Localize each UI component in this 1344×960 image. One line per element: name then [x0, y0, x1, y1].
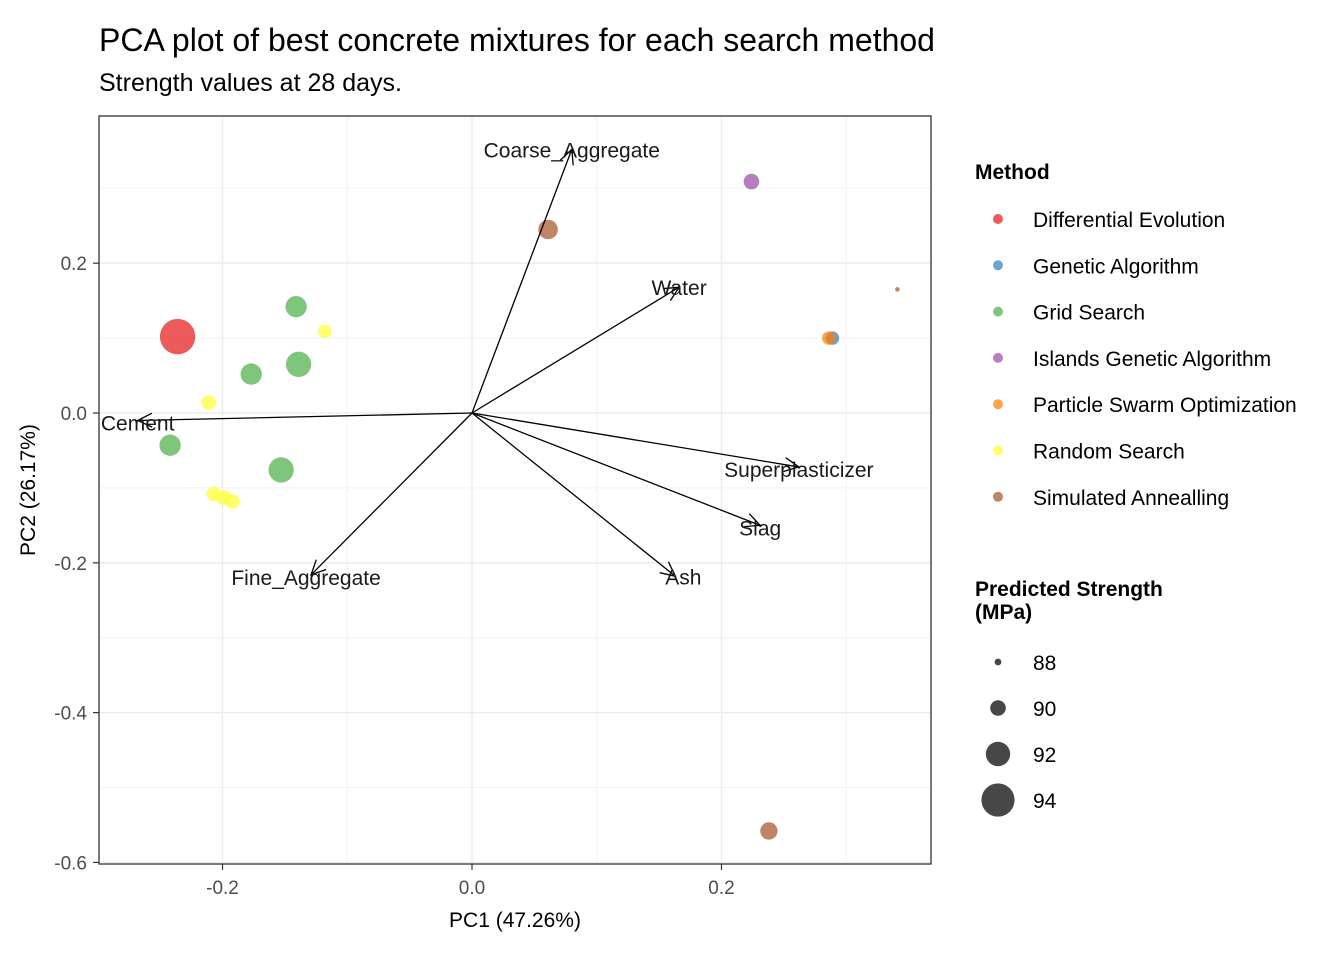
arrow-head	[659, 561, 677, 578]
legend-swatch	[993, 399, 1003, 410]
y-tick-label: 0.2	[61, 254, 87, 275]
arrow-head	[663, 286, 681, 301]
y-tick-label: -0.4	[54, 704, 87, 725]
legend-label: Genetic Algorithm	[1033, 255, 1199, 278]
x-axis-ticks: -0.2 0.0 0.2	[206, 864, 735, 899]
x-axis-title: PC1 (47.26%)	[449, 909, 581, 932]
data-point	[743, 173, 760, 190]
arrow-head	[136, 412, 153, 428]
x-tick-label: -0.2	[206, 878, 239, 899]
method-legend: Method Differential Evolution Genetic Algo…	[975, 161, 1297, 510]
data-point	[895, 287, 900, 292]
y-tick-label: -0.6	[54, 853, 87, 874]
plot-panel	[99, 116, 931, 864]
legend-size-swatch	[990, 700, 1006, 716]
y-tick-label: 0.0	[61, 404, 87, 425]
data-point	[159, 318, 196, 355]
y-tick-label: -0.2	[54, 554, 87, 575]
data-point	[268, 457, 294, 483]
loading-arrow	[310, 412, 473, 576]
legend-size-swatch	[981, 783, 1015, 817]
y-axis-title: PC2 (26.17%)	[17, 424, 40, 556]
arrow-head	[310, 559, 327, 576]
data-point	[285, 351, 312, 377]
loading-label: Ash	[665, 566, 701, 589]
loading-arrows: Coarse_Aggregate Water Cement Superplastici…	[101, 139, 874, 589]
x-tick-label: 0.0	[459, 878, 485, 899]
legend-swatch	[993, 306, 1003, 317]
legend-swatch	[993, 214, 1003, 224]
loading-label: Slag	[739, 517, 781, 540]
loading-label: Superplasticizer	[724, 459, 873, 482]
arrow-head	[783, 457, 801, 473]
legend-label: Simulated Annealling	[1033, 487, 1229, 510]
y-axis-ticks: -0.6 -0.4 -0.2 0.0 0.2	[54, 254, 99, 874]
data-point	[159, 434, 181, 456]
plot-border	[98, 115, 932, 865]
points-layer	[159, 173, 900, 840]
legend-title-method: Method	[975, 161, 1050, 184]
arrow-head	[744, 513, 762, 528]
loading-label: Coarse_Aggregate	[484, 139, 660, 162]
legend-size-swatch	[994, 658, 1002, 666]
x-tick-label: 0.2	[708, 878, 734, 899]
legend-title-strength: Predicted Strength	[975, 578, 1163, 601]
loading-arrow	[137, 412, 473, 422]
data-point	[240, 363, 262, 385]
legend-swatch	[993, 260, 1003, 271]
data-point	[225, 494, 240, 509]
loading-label: Water	[651, 277, 706, 300]
data-point	[285, 295, 307, 318]
data-point	[201, 395, 217, 410]
legend-swatch	[993, 352, 1003, 363]
legend-swatch	[993, 445, 1003, 456]
legend-label: Islands Genetic Algorithm	[1033, 348, 1271, 371]
legend-size-label: 94	[1033, 790, 1057, 813]
legend-size-label: 88	[1033, 652, 1056, 675]
data-point	[318, 324, 332, 339]
legend-size-swatch	[985, 741, 1011, 767]
chart-subtitle: Strength values at 28 days.	[99, 69, 402, 97]
loading-arrow	[471, 412, 799, 468]
loading-arrow	[471, 412, 761, 526]
legend-label: Differential Evolution	[1033, 209, 1225, 232]
loading-arrow	[471, 149, 573, 414]
strength-legend: Predicted Strength(MPa) 88 90 92 94	[975, 578, 1163, 817]
data-point	[822, 331, 836, 345]
data-point	[760, 822, 778, 840]
loading-arrow	[471, 412, 676, 577]
legend-size-label: 92	[1033, 744, 1056, 767]
legend-size-label: 90	[1033, 698, 1056, 721]
chart-title: PCA plot of best concrete mixtures for e…	[99, 22, 935, 58]
grid-major	[99, 116, 931, 864]
loading-label: Cement	[101, 412, 175, 435]
legend-label: Random Search	[1033, 441, 1185, 464]
grid-minor	[99, 116, 931, 864]
legend-label: Grid Search	[1033, 302, 1145, 325]
legend-title-strength: (MPa)	[975, 601, 1032, 624]
loading-label: Fine_Aggregate	[231, 567, 380, 590]
loading-arrow	[471, 286, 680, 414]
legend-swatch	[993, 491, 1003, 502]
arrow-head	[559, 147, 574, 166]
legend-label: Particle Swarm Optimization	[1033, 394, 1297, 417]
